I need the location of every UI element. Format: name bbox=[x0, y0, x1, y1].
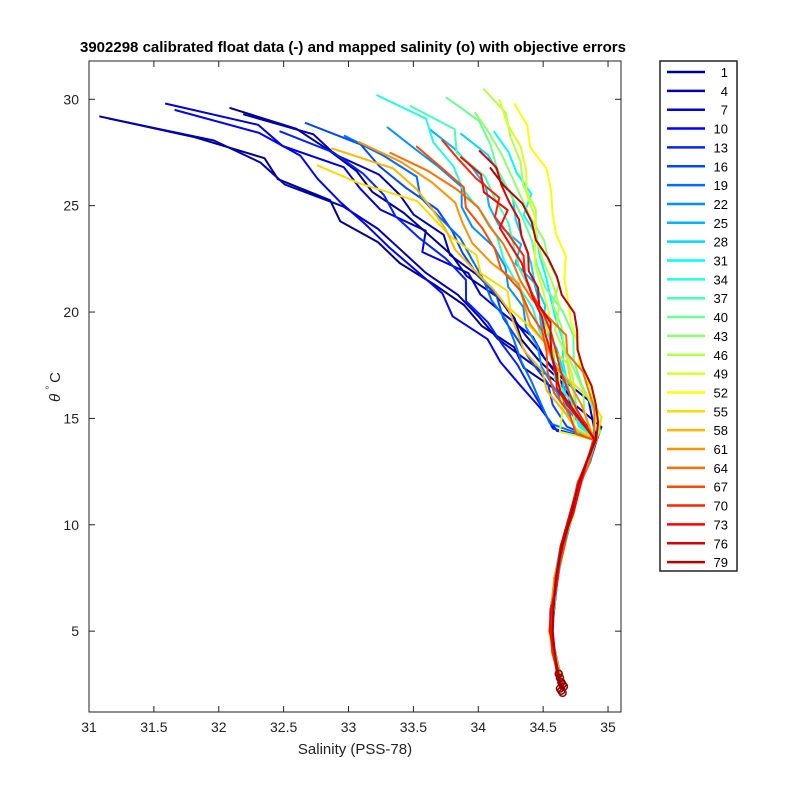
y-axis-label-unit: C bbox=[47, 372, 64, 383]
y-tick-label: 15 bbox=[63, 410, 79, 426]
y-tick-label: 5 bbox=[71, 623, 79, 639]
legend-label: 34 bbox=[714, 272, 728, 287]
legend-label: 7 bbox=[721, 103, 728, 118]
x-tick-label: 34 bbox=[470, 719, 486, 735]
x-tick-label: 32.5 bbox=[270, 719, 297, 735]
y-axis: 5 10 15 20 25 30 bbox=[63, 91, 621, 639]
mapped-point bbox=[554, 669, 563, 678]
legend-label: 37 bbox=[714, 291, 728, 306]
legend-label: 46 bbox=[714, 348, 728, 363]
legend-label: 22 bbox=[714, 197, 728, 212]
x-tick-label: 31.5 bbox=[140, 719, 167, 735]
mapped-point bbox=[558, 688, 567, 698]
y-tick-label: 10 bbox=[63, 517, 79, 533]
legend-label: 28 bbox=[714, 235, 728, 250]
x-tick-label: 33.5 bbox=[400, 719, 427, 735]
mapped-points-layer bbox=[554, 669, 569, 698]
y-tick-label: 20 bbox=[63, 304, 79, 320]
plot-border bbox=[88, 60, 622, 713]
profile-line-28 bbox=[489, 166, 600, 689]
x-tick-label: 31 bbox=[81, 719, 97, 735]
x-tick-label: 33 bbox=[341, 719, 357, 735]
legend: 1 4 7 10 13 16 19 22 25 28 31 34 37 40 43 46 49 52 55 58 61 6… bbox=[659, 60, 738, 572]
legend-label: 58 bbox=[714, 423, 728, 438]
legend-label: 19 bbox=[714, 178, 728, 193]
legend-label: 73 bbox=[714, 517, 728, 532]
legend-label: 76 bbox=[714, 536, 728, 551]
legend-label: 31 bbox=[714, 254, 728, 269]
legend-label: 55 bbox=[714, 404, 728, 419]
y-tick-label: 30 bbox=[63, 91, 79, 107]
legend-label: 52 bbox=[714, 385, 728, 400]
legend-label: 79 bbox=[714, 555, 728, 570]
x-axis: 31 31.5 32 32.5 33 33.5 34 34.5 35 bbox=[81, 61, 616, 735]
x-tick-label: 32 bbox=[211, 719, 227, 735]
legend-label: 25 bbox=[714, 216, 728, 231]
y-axis-label-symbol: θ bbox=[47, 394, 64, 402]
plot-area bbox=[88, 60, 622, 713]
svg-text:θ ° C: θ ° C bbox=[45, 372, 64, 402]
legend-label: 64 bbox=[714, 461, 728, 476]
legend-label: 13 bbox=[714, 140, 728, 155]
y-tick-label: 25 bbox=[63, 198, 79, 214]
legend-label: 70 bbox=[714, 499, 728, 514]
legend-label: 16 bbox=[714, 159, 728, 174]
legend-label: 67 bbox=[714, 480, 728, 495]
y-axis-label: θ ° C bbox=[45, 372, 64, 402]
legend-label: 4 bbox=[721, 84, 728, 99]
profiles-layer bbox=[99, 88, 603, 690]
legend-label: 61 bbox=[714, 442, 728, 457]
x-tick-label: 35 bbox=[600, 719, 616, 735]
x-tick-label: 34.5 bbox=[530, 719, 557, 735]
legend-label: 40 bbox=[714, 310, 728, 325]
legend-label: 10 bbox=[714, 122, 728, 137]
legend-label: 49 bbox=[714, 367, 728, 382]
legend-label: 43 bbox=[714, 329, 728, 344]
y-axis-label-degree: ° bbox=[45, 383, 56, 390]
legend-label: 1 bbox=[721, 65, 728, 80]
chart-title: 3902298 calibrated float data (-) and ma… bbox=[80, 39, 626, 56]
x-axis-label: Salinity (PSS-78) bbox=[298, 741, 412, 758]
